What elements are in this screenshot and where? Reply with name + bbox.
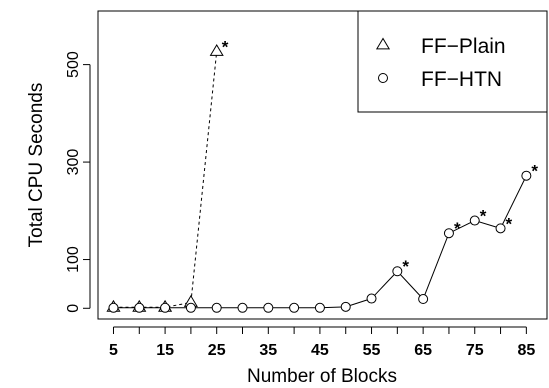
legend-label: FF−HTN — [421, 68, 502, 91]
data-point-circle — [392, 266, 403, 277]
legend-symbol-triangle — [375, 37, 391, 50]
data-point-circle — [314, 302, 325, 313]
data-point-circle — [108, 302, 119, 313]
star-annotation: * — [402, 257, 409, 276]
data-point-circle — [160, 302, 171, 313]
star-annotation: * — [222, 37, 229, 56]
x-tick-label: 55 — [363, 342, 381, 359]
legend: FF−Plain FF−HTN — [357, 10, 548, 113]
y-tick-label: 100 — [65, 246, 82, 273]
y-axis-title: Total CPU Seconds — [26, 83, 47, 248]
series-ff-plain: * — [106, 37, 229, 312]
y-tick-label: 0 — [65, 304, 82, 313]
star-annotation: * — [506, 214, 513, 233]
x-tick-label: 25 — [208, 342, 226, 359]
data-point-circle — [495, 223, 506, 234]
y-tick-label: 300 — [65, 149, 82, 176]
x-axis-title: Number of Blocks — [247, 366, 397, 387]
star-annotation: * — [531, 162, 538, 181]
data-point-circle — [418, 294, 429, 305]
legend-box — [357, 10, 548, 113]
star-annotation: * — [480, 207, 487, 226]
y-axis: 0 100 300 500 — [65, 51, 91, 313]
data-point-circle — [340, 301, 351, 312]
data-point-circle — [134, 302, 145, 313]
data-point-circle — [469, 215, 480, 226]
data-point-circle — [237, 302, 248, 313]
x-axis: 5 15 25 35 45 55 65 75 85 — [109, 326, 535, 359]
series-line — [113, 175, 527, 309]
data-point-circle — [521, 170, 532, 181]
legend-symbol-circle — [378, 73, 388, 83]
data-point-circle — [366, 293, 377, 304]
x-tick-label: 45 — [311, 342, 329, 359]
data-point-circle — [443, 228, 454, 239]
data-point-circle — [211, 302, 222, 313]
data-point-circle — [185, 302, 196, 313]
x-tick-label: 85 — [517, 342, 535, 359]
legend-label: FF−Plain — [421, 35, 506, 58]
plot-frame — [97, 10, 548, 320]
star-annotation: * — [454, 219, 461, 238]
data-point-circle — [263, 302, 274, 313]
series-ff-htn: * * * * * — [108, 162, 538, 313]
data-point-circle — [289, 302, 300, 313]
x-tick-label: 65 — [414, 342, 432, 359]
x-tick-label: 35 — [259, 342, 277, 359]
x-tick-label: 75 — [466, 342, 484, 359]
x-tick-label: 15 — [156, 342, 174, 359]
y-tick-label: 500 — [65, 51, 82, 78]
series-line — [113, 51, 218, 308]
x-tick-label: 5 — [109, 342, 118, 359]
data-point-triangle — [209, 43, 224, 56]
series-layer: * * * * * * — [106, 37, 538, 313]
